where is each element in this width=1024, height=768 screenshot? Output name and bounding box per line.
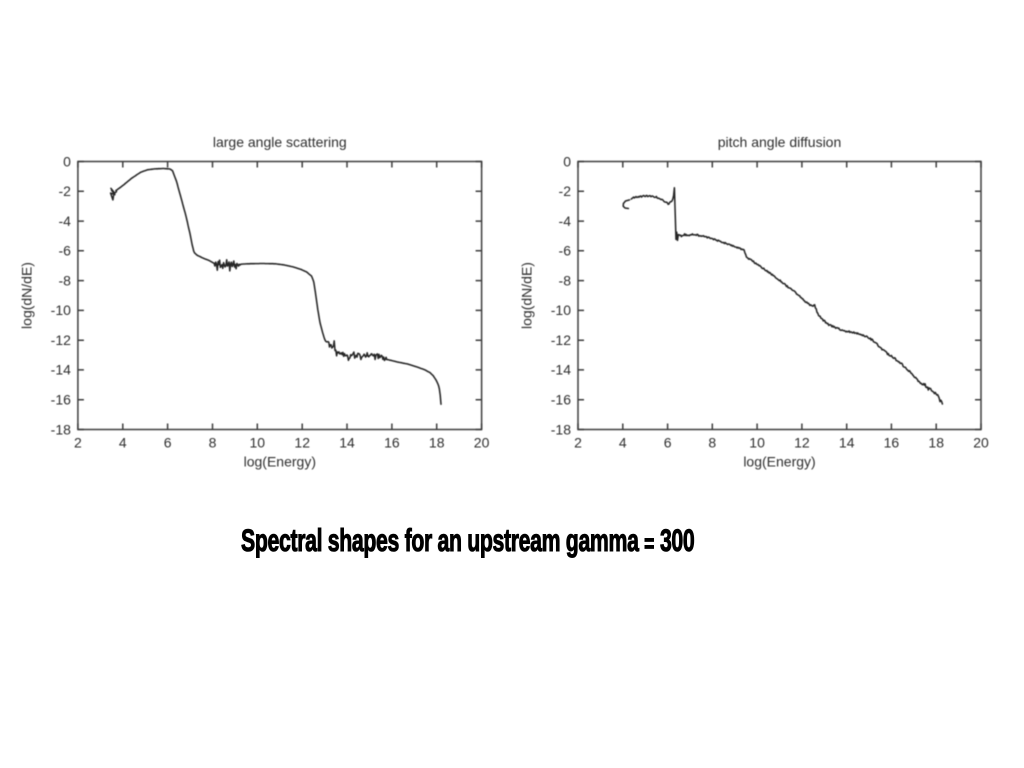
svg-text:log(dN/dE): log(dN/dE): [18, 262, 34, 329]
svg-text:12: 12: [794, 435, 810, 451]
svg-text:-8: -8: [559, 272, 572, 288]
svg-text:-16: -16: [551, 392, 571, 408]
svg-text:-10: -10: [551, 302, 571, 318]
svg-text:-8: -8: [58, 272, 71, 288]
svg-text:8: 8: [209, 435, 217, 451]
svg-text:-18: -18: [51, 421, 71, 437]
svg-text:16: 16: [384, 435, 400, 451]
svg-text:18: 18: [429, 435, 445, 451]
svg-text:14: 14: [839, 435, 855, 451]
svg-text:20: 20: [973, 435, 989, 451]
svg-text:-6: -6: [58, 243, 71, 259]
svg-text:-12: -12: [51, 332, 71, 348]
svg-text:0: 0: [63, 153, 71, 169]
svg-text:2: 2: [74, 435, 82, 451]
svg-text:4: 4: [619, 435, 627, 451]
svg-text:-2: -2: [58, 183, 71, 199]
svg-text:16: 16: [884, 435, 900, 451]
svg-text:6: 6: [164, 435, 172, 451]
svg-text:large angle scattering: large angle scattering: [213, 134, 347, 150]
svg-text:-6: -6: [559, 243, 572, 259]
svg-text:pitch angle diffusion: pitch angle diffusion: [718, 134, 842, 150]
svg-text:-12: -12: [551, 332, 571, 348]
svg-text:log(dN/dE): log(dN/dE): [519, 262, 535, 329]
svg-text:10: 10: [250, 435, 266, 451]
svg-text:-2: -2: [559, 183, 572, 199]
svg-text:4: 4: [119, 435, 127, 451]
svg-text:6: 6: [664, 435, 672, 451]
svg-text:-4: -4: [58, 213, 71, 229]
svg-text:8: 8: [708, 435, 716, 451]
svg-text:2: 2: [574, 435, 582, 451]
svg-text:-14: -14: [51, 362, 71, 378]
svg-text:-10: -10: [51, 302, 71, 318]
svg-text:12: 12: [294, 435, 310, 451]
svg-text:14: 14: [339, 435, 355, 451]
svg-text:-16: -16: [51, 392, 71, 408]
svg-text:log(Energy): log(Energy): [244, 454, 316, 470]
svg-text:-4: -4: [559, 213, 572, 229]
svg-text:log(Energy): log(Energy): [743, 454, 815, 470]
svg-text:18: 18: [928, 435, 944, 451]
svg-text:-14: -14: [551, 362, 571, 378]
svg-text:10: 10: [749, 435, 765, 451]
svg-text:20: 20: [474, 435, 490, 451]
svg-text:0: 0: [563, 153, 571, 169]
svg-text:-18: -18: [551, 421, 571, 437]
